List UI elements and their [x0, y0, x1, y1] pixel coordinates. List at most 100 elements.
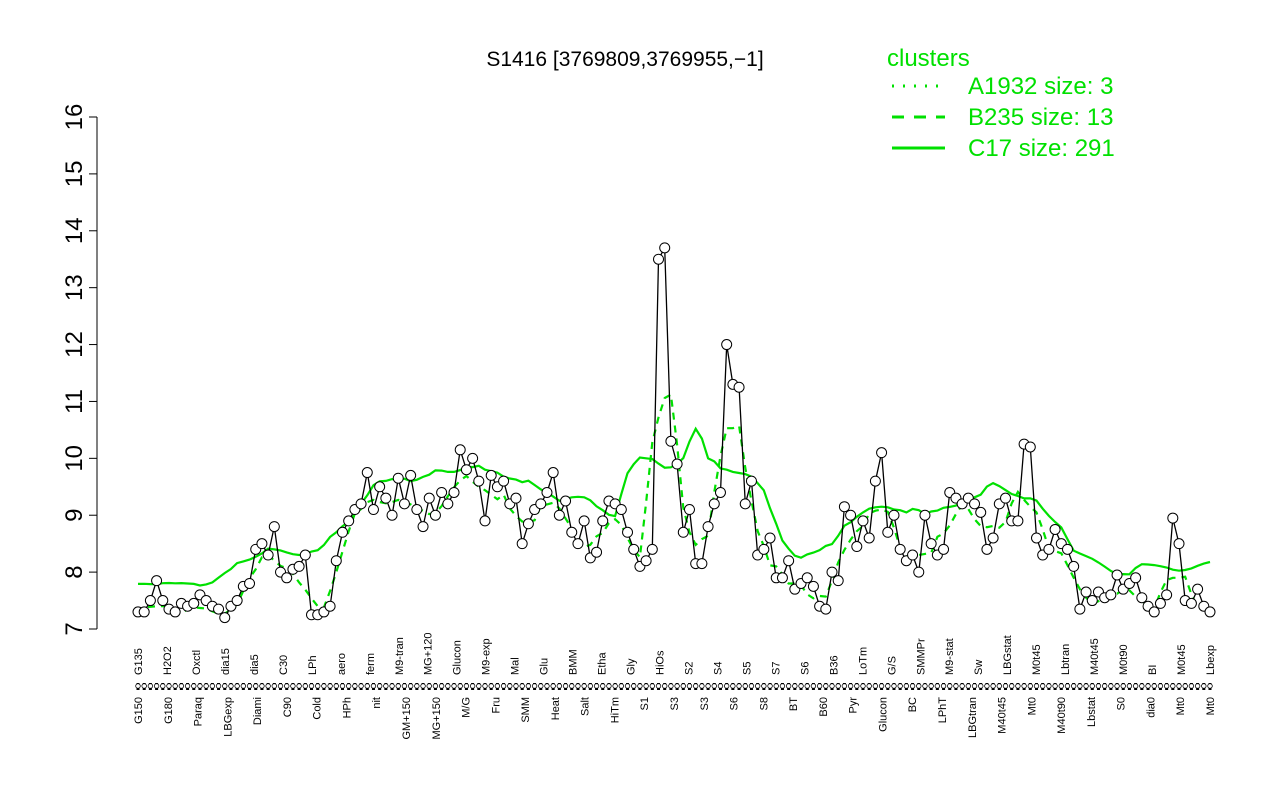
rug-point — [1120, 683, 1126, 689]
data-point — [702, 521, 714, 533]
rug-point — [1126, 683, 1133, 689]
data-point — [498, 475, 510, 487]
rug-point — [612, 683, 618, 689]
rug-point — [934, 683, 941, 689]
data-point — [975, 506, 987, 518]
data-point — [336, 526, 348, 538]
x-tick-label: LPh — [307, 655, 319, 675]
x-tick-label: M9-tran — [394, 637, 406, 675]
rug-point — [562, 683, 569, 689]
rug-point — [637, 683, 643, 689]
rug-point — [160, 683, 166, 689]
x-tick-label: dia5 — [249, 654, 261, 675]
rug-point — [321, 683, 327, 689]
rug-point — [222, 683, 228, 689]
rug-point — [1015, 683, 1021, 689]
x-tick-label: nit — [371, 697, 383, 709]
y-tick-label: 7 — [61, 622, 88, 635]
rug-point — [631, 683, 637, 689]
x-tick-label: LBGstat — [1002, 635, 1014, 675]
data-point — [801, 572, 813, 584]
rug-point — [829, 683, 835, 689]
data-point — [671, 458, 683, 470]
rug-point — [265, 683, 271, 689]
data-point — [776, 572, 788, 584]
data-point — [714, 486, 726, 498]
rug-point — [1027, 683, 1034, 689]
rug-point — [947, 683, 953, 689]
rug-point — [891, 683, 897, 689]
rug-point — [339, 683, 346, 689]
rug-point — [916, 683, 922, 689]
x-tick-label: LBGtran — [967, 697, 979, 738]
data-point — [764, 532, 776, 544]
rug-point — [909, 683, 916, 689]
rug-point — [773, 683, 779, 689]
rug-point — [680, 683, 686, 689]
data-point — [380, 492, 392, 504]
data-point — [628, 543, 640, 555]
data-point — [1074, 603, 1086, 615]
rug-point — [271, 683, 278, 689]
rug-point — [333, 683, 339, 689]
rug-point — [804, 683, 810, 689]
data-point — [1204, 606, 1216, 618]
data-point — [745, 475, 757, 487]
data-point — [1192, 583, 1204, 595]
rug-point — [785, 683, 792, 689]
rug-point — [1095, 683, 1102, 689]
data-point — [591, 546, 603, 558]
x-tick-label: M0t90 — [1118, 644, 1130, 675]
rug-point — [835, 683, 841, 689]
rug-point — [717, 683, 724, 689]
rug-point — [389, 683, 395, 689]
data-point — [1086, 595, 1098, 607]
data-point — [851, 541, 863, 553]
rug-point — [668, 683, 674, 689]
rug-point — [996, 683, 1003, 689]
data-point — [758, 543, 770, 555]
data-point — [510, 492, 522, 504]
rug-point — [618, 683, 625, 689]
rug-point — [166, 683, 172, 689]
rug-point — [383, 683, 389, 689]
rug-point — [253, 683, 259, 689]
rug-point — [1188, 683, 1195, 689]
rug-point — [1163, 683, 1170, 689]
x-tick-label: Oxctl — [191, 650, 203, 675]
x-tick-label: S0 — [1116, 697, 1128, 710]
x-tick-label: Glucon — [877, 697, 889, 732]
y-tick-label: 9 — [61, 509, 88, 522]
x-tick-label: Mal — [510, 657, 522, 675]
rug-point — [1009, 683, 1015, 689]
rug-point — [1139, 683, 1145, 689]
rug-point — [965, 683, 972, 689]
rug-point — [364, 683, 370, 689]
rug-point — [420, 683, 426, 689]
data-point — [1030, 532, 1042, 544]
data-point — [615, 504, 627, 516]
data-point — [832, 575, 844, 587]
rug-point — [172, 683, 178, 689]
data-point — [367, 504, 379, 516]
rug-point — [649, 683, 656, 689]
rug-point — [358, 683, 364, 689]
data-point — [1105, 589, 1117, 601]
x-tick-label: C30 — [278, 655, 290, 675]
data-point — [436, 486, 448, 498]
data-point — [293, 560, 305, 572]
x-tick-label: Glucon — [452, 640, 464, 675]
data-point — [969, 498, 981, 510]
x-tick-label: M/G — [461, 697, 473, 718]
rug-point — [971, 683, 978, 689]
rug-point — [878, 683, 885, 689]
data-point — [429, 509, 441, 521]
data-point — [330, 555, 342, 567]
rug-point — [606, 683, 612, 689]
data-point — [553, 509, 565, 521]
x-tick-label: M9-stat — [944, 638, 956, 675]
x-tick-label: Lbstat — [1086, 697, 1098, 727]
rug-point — [209, 683, 216, 689]
legend-label: C17 size: 291 — [968, 135, 1115, 162]
